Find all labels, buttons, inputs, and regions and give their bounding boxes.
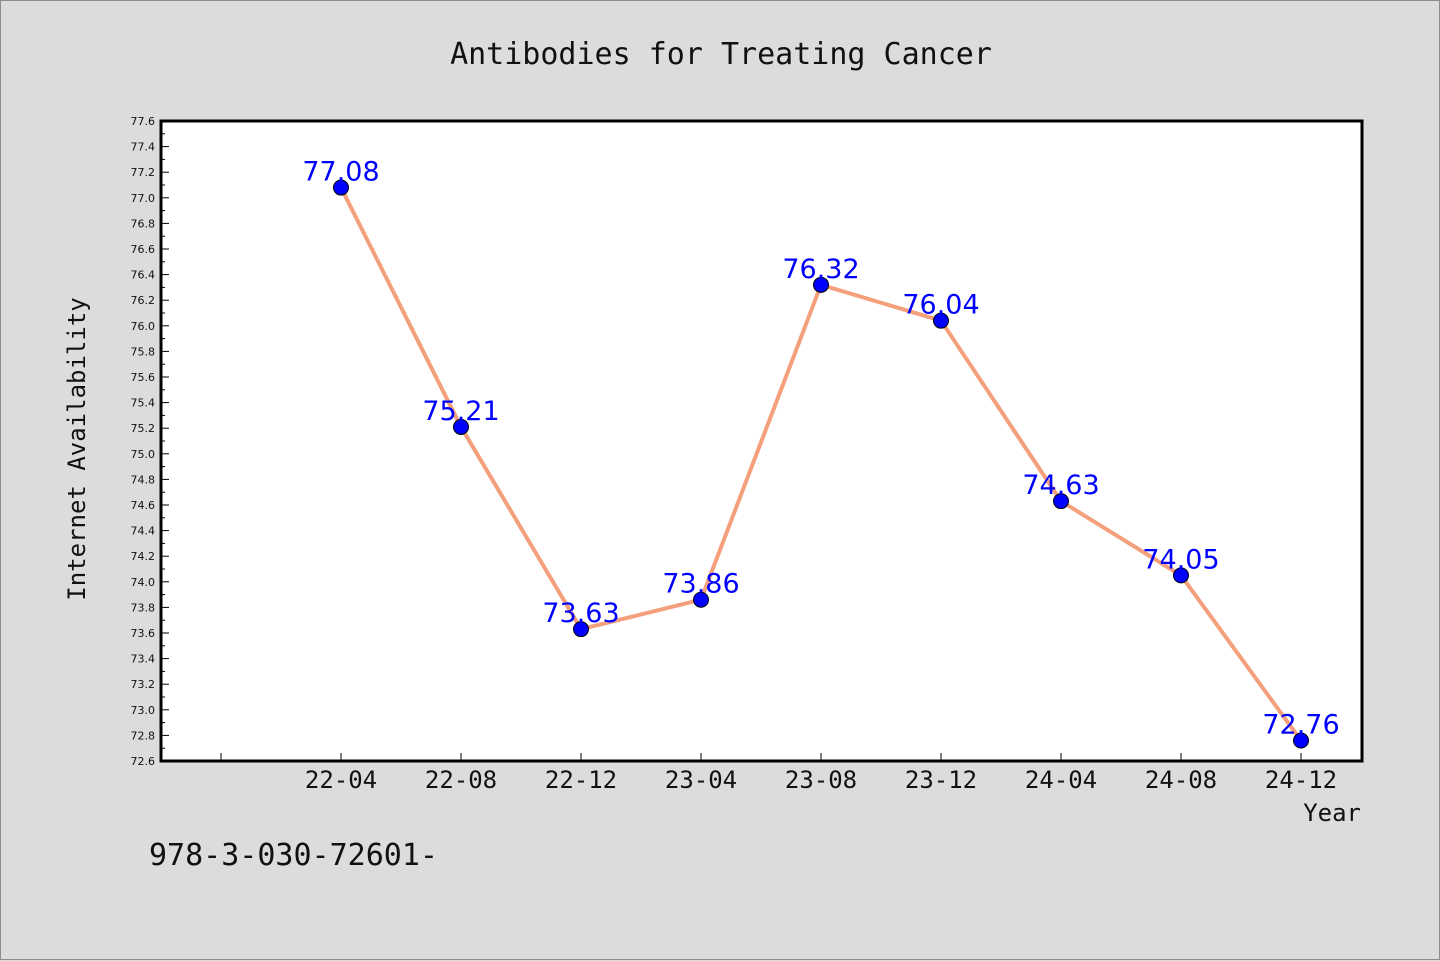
y-tick-label: 77.2: [131, 166, 156, 179]
x-tick-label: 24-12: [1265, 766, 1337, 794]
data-value-label: 73.63: [542, 598, 619, 629]
y-tick-label: 75.4: [131, 397, 156, 410]
y-tick-label: 72.6: [131, 755, 156, 768]
x-axis-label: Year: [1303, 799, 1361, 827]
y-tick-label: 77.6: [131, 115, 156, 128]
data-value-label: 76.04: [902, 290, 979, 321]
data-point-marker: [933, 312, 949, 329]
y-tick-label: 76.0: [131, 320, 156, 333]
x-tick-label: 22-12: [545, 766, 617, 794]
y-tick-label: 76.4: [131, 269, 156, 282]
y-tick-label: 74.2: [131, 550, 156, 563]
data-point-marker: [333, 179, 349, 196]
data-point-marker: [1053, 493, 1069, 510]
y-tick-label: 76.2: [131, 294, 156, 307]
x-tick-label: 23-12: [905, 766, 977, 794]
y-tick-label: 73.2: [131, 678, 156, 691]
y-tick-label: 73.6: [131, 627, 156, 640]
y-tick-label: 76.6: [131, 243, 156, 256]
y-tick-label: 74.0: [131, 576, 156, 589]
footnote-text: 978-3-030-72601-: [149, 838, 438, 873]
data-point-marker: [573, 621, 589, 638]
y-tick-label: 73.8: [131, 601, 156, 614]
data-point-marker: [1173, 567, 1189, 584]
y-tick-label: 73.0: [131, 704, 156, 717]
data-point-marker: [453, 418, 469, 435]
data-point-marker: [1293, 732, 1309, 749]
x-tick-label: 23-08: [785, 766, 857, 794]
data-value-label: 73.86: [662, 569, 739, 600]
x-tick-label: 22-04: [305, 766, 377, 794]
data-value-label: 75.21: [422, 396, 499, 427]
y-tick-label: 75.8: [131, 345, 156, 358]
y-tick-label: 73.4: [131, 653, 156, 666]
data-point-marker: [693, 591, 709, 608]
series-markers: [333, 179, 1309, 749]
y-tick-label: 77.4: [131, 141, 156, 154]
data-value-label: 74.05: [1142, 544, 1219, 575]
y-tick-label: 74.6: [131, 499, 156, 512]
x-axis-ticks: 22-04 22-08 22-12 23-04 23-08 23-12 24-04 24-08…: [220, 753, 1337, 794]
chart-title: Antibodies for Treating Cancer: [450, 37, 992, 72]
y-axis-ticks: 72.6 72.8 73.0 73.2 73.4 73.6 73.8 74.0 74.2 74.4…: [131, 115, 169, 768]
data-value-label: 77.08: [302, 157, 379, 188]
x-tick-label: 23-04: [665, 766, 737, 794]
y-tick-label: 75.0: [131, 448, 156, 461]
data-value-label: 72.76: [1262, 710, 1339, 741]
y-tick-label: 75.6: [131, 371, 156, 384]
y-tick-label: 75.2: [131, 422, 156, 435]
data-labels: 77.08 75.21 73.63 73.86 76.32 76.04 74.63 74.05…: [302, 157, 1339, 741]
y-tick-label: 72.8: [131, 729, 156, 742]
x-tick-label: 22-08: [425, 766, 497, 794]
data-value-label: 76.32: [782, 254, 859, 285]
y-tick-label: 76.8: [131, 217, 156, 230]
y-tick-label: 74.8: [131, 473, 156, 486]
y-tick-label: 77.0: [131, 192, 156, 205]
x-tick-label: 24-08: [1145, 766, 1217, 794]
y-tick-label: 74.4: [131, 525, 156, 538]
x-tick-label: 24-04: [1025, 766, 1097, 794]
data-point-marker: [813, 276, 829, 293]
y-axis-label: Internet Availability: [63, 297, 91, 600]
data-value-label: 74.63: [1022, 470, 1099, 501]
